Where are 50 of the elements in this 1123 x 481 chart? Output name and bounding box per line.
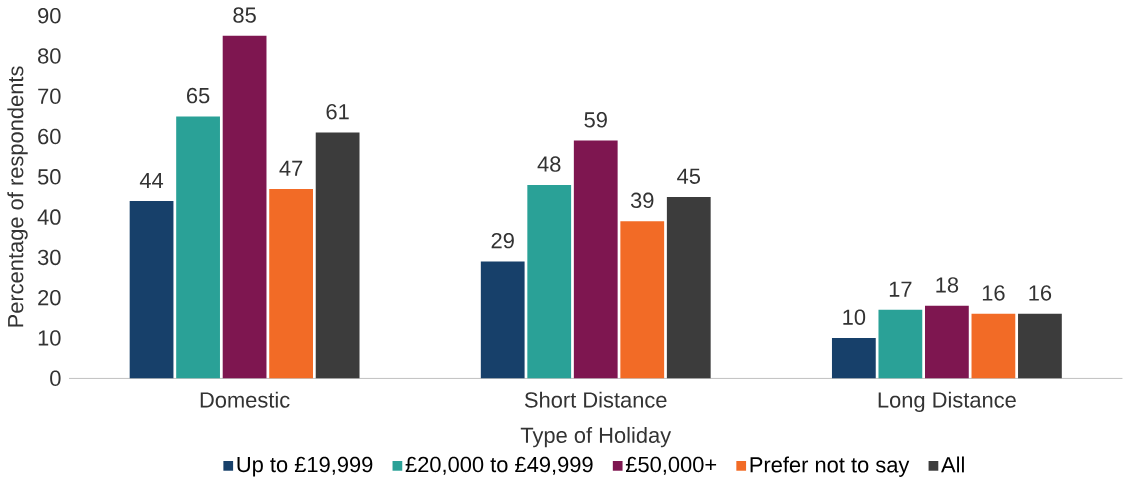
data-label: 47 bbox=[279, 160, 303, 176]
data-label: 10 bbox=[843, 309, 866, 325]
bar bbox=[176, 116, 220, 379]
y-tick-label: 0 bbox=[50, 370, 61, 386]
legend-label: £20,000 to £49,999 bbox=[405, 456, 593, 475]
y-tick-label: 50 bbox=[37, 169, 61, 185]
bar bbox=[129, 200, 174, 379]
y-tick-label: 10 bbox=[38, 330, 61, 346]
data-label: 48 bbox=[537, 156, 561, 172]
bar bbox=[925, 305, 969, 379]
legend-label: Prefer not to say bbox=[750, 456, 910, 477]
data-label: 39 bbox=[630, 192, 654, 209]
data-label: 61 bbox=[326, 103, 349, 120]
data-label: 44 bbox=[139, 172, 164, 188]
data-label: 16 bbox=[1029, 285, 1052, 301]
data-label: 65 bbox=[187, 87, 210, 104]
bar bbox=[666, 196, 711, 379]
legend-label: £50,000+ bbox=[625, 456, 717, 475]
legend-label: All bbox=[941, 456, 964, 473]
data-label: 29 bbox=[491, 232, 514, 249]
y-tick-label: 30 bbox=[37, 249, 61, 266]
bar bbox=[480, 261, 525, 379]
data-label: 17 bbox=[889, 281, 912, 297]
bar bbox=[269, 188, 313, 379]
data-label: 59 bbox=[584, 111, 607, 128]
bar bbox=[527, 184, 572, 379]
data-label: 85 bbox=[233, 7, 256, 23]
bar bbox=[1018, 313, 1062, 379]
legend-label: Up to £19,999 bbox=[237, 456, 373, 477]
x-tick-label: Domestic bbox=[200, 391, 290, 408]
y-tick-label: 20 bbox=[38, 289, 61, 306]
y-tick-label: 60 bbox=[38, 128, 61, 145]
bar bbox=[831, 337, 876, 379]
x-tick-label: Short Distance bbox=[524, 391, 667, 408]
bar bbox=[222, 35, 267, 379]
y-tick-label: 70 bbox=[38, 88, 61, 104]
x-tick-label: Long Distance bbox=[878, 391, 1016, 412]
y-tick-label: 80 bbox=[38, 48, 61, 64]
bar bbox=[620, 221, 665, 379]
y-tick-label: 90 bbox=[38, 7, 61, 24]
y-tick-label: 40 bbox=[37, 209, 61, 225]
x-axis-title: Type of Holiday bbox=[520, 426, 672, 448]
data-label: 18 bbox=[936, 277, 959, 293]
bar bbox=[971, 313, 1016, 379]
bar bbox=[315, 132, 360, 379]
data-label: 16 bbox=[982, 285, 1005, 301]
bar bbox=[573, 140, 618, 379]
bar bbox=[878, 309, 923, 379]
data-label: 45 bbox=[677, 168, 701, 184]
y-axis-title: Percentage of respondents bbox=[7, 66, 28, 327]
